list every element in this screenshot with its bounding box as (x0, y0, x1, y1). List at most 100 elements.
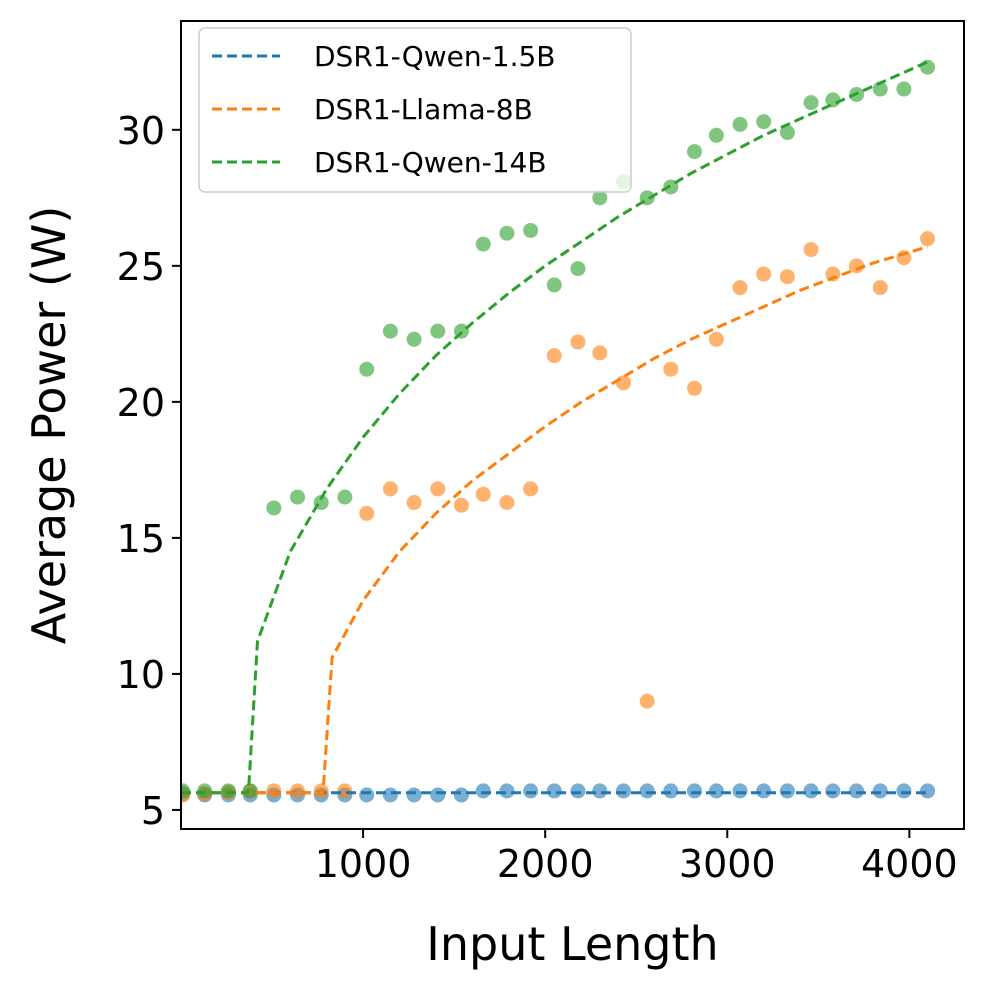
data-point-DSR1-Qwen-1.5B (499, 783, 515, 799)
data-point-DSR1-Qwen-1.5B (825, 783, 841, 799)
data-point-DSR1-Qwen-14B (430, 323, 446, 339)
x-tick-label: 2000 (497, 842, 594, 886)
data-point-DSR1-Qwen-14B (406, 331, 422, 347)
data-point-DSR1-Llama-8B (290, 783, 306, 799)
data-point-DSR1-Qwen-1.5B (639, 783, 655, 799)
data-point-DSR1-Llama-8B (359, 505, 375, 521)
axes-frame (180, 20, 965, 830)
fit-line-DSR1-Llama-8B (181, 245, 929, 795)
data-point-DSR1-Qwen-1.5B (475, 783, 491, 799)
data-point-DSR1-Qwen-1.5B (687, 783, 703, 799)
data-point-DSR1-Qwen-14B (290, 489, 306, 505)
data-point-DSR1-Qwen-14B (592, 190, 608, 206)
data-point-DSR1-Llama-8B (592, 345, 608, 361)
data-point-DSR1-Qwen-1.5B (592, 783, 608, 799)
data-point-DSR1-Qwen-1.5B (453, 787, 469, 803)
data-point-DSR1-Qwen-1.5B (523, 783, 539, 799)
data-point-DSR1-Qwen-1.5B (546, 783, 562, 799)
data-point-DSR1-Llama-8B (313, 783, 329, 799)
data-point-DSR1-Qwen-1.5B (779, 783, 795, 799)
data-point-DSR1-Llama-8B (732, 280, 748, 296)
data-point-DSR1-Llama-8B (663, 361, 679, 377)
data-point-DSR1-Qwen-1.5B (896, 783, 912, 799)
legend-entry-label: DSR1-Qwen-1.5B (314, 40, 556, 73)
data-point-DSR1-Qwen-1.5B (406, 787, 422, 803)
data-point-DSR1-Llama-8B (570, 334, 586, 350)
plot-area (181, 59, 936, 803)
axis-ticks: 1000 2000 3000 4000 5 10 15 20 25 30 (117, 109, 958, 886)
data-point-DSR1-Qwen-1.5B (872, 783, 888, 799)
data-point-DSR1-Qwen-14B (181, 783, 191, 799)
legend-entry-label: DSR1-Llama-8B (314, 93, 533, 126)
data-point-DSR1-Llama-8B (779, 269, 795, 285)
data-point-DSR1-Qwen-14B (756, 114, 772, 130)
data-point-DSR1-Qwen-1.5B (570, 783, 586, 799)
data-point-DSR1-Qwen-1.5B (803, 783, 819, 799)
legend-entry-label: DSR1-Qwen-14B (314, 146, 547, 179)
data-point-DSR1-Qwen-14B (337, 489, 353, 505)
data-point-DSR1-Llama-8B (523, 481, 539, 497)
data-point-DSR1-Qwen-14B (523, 222, 539, 238)
data-point-DSR1-Qwen-14B (220, 783, 236, 799)
data-point-DSR1-Llama-8B (687, 380, 703, 396)
legend: DSR1-Qwen-1.5B DSR1-Llama-8B DSR1-Qwen-14B (198, 27, 632, 193)
data-point-DSR1-Llama-8B (615, 375, 631, 391)
data-point-DSR1-Llama-8B (453, 497, 469, 513)
y-tick-label: 15 (117, 517, 165, 561)
data-point-DSR1-Qwen-14B (920, 59, 936, 75)
data-point-DSR1-Qwen-1.5B (849, 783, 865, 799)
data-point-DSR1-Qwen-1.5B (756, 783, 772, 799)
x-tick-label: 3000 (679, 842, 776, 886)
y-tick-label: 25 (117, 245, 165, 289)
data-point-DSR1-Llama-8B (546, 348, 562, 364)
data-point-DSR1-Qwen-14B (546, 277, 562, 293)
y-axis-label: Average Power (W) (22, 206, 76, 645)
data-point-DSR1-Llama-8B (849, 258, 865, 274)
series-group (181, 59, 936, 803)
x-tick-label: 1000 (315, 842, 412, 886)
data-point-DSR1-Qwen-14B (732, 116, 748, 132)
data-point-DSR1-Llama-8B (499, 495, 515, 511)
legend-frame (198, 27, 632, 193)
data-point-DSR1-Qwen-1.5B (920, 783, 936, 799)
data-point-DSR1-Qwen-1.5B (663, 783, 679, 799)
data-point-DSR1-Llama-8B (920, 231, 936, 247)
data-point-DSR1-Llama-8B (872, 280, 888, 296)
data-point-DSR1-Qwen-1.5B (708, 783, 724, 799)
data-point-DSR1-Llama-8B (382, 481, 398, 497)
data-point-DSR1-Qwen-14B (242, 783, 258, 799)
data-point-DSR1-Llama-8B (430, 481, 446, 497)
data-point-DSR1-Qwen-14B (687, 144, 703, 160)
data-point-DSR1-Llama-8B (406, 495, 422, 511)
y-tick-label: 20 (117, 381, 165, 425)
data-point-DSR1-Qwen-14B (779, 125, 795, 141)
data-point-DSR1-Qwen-1.5B (430, 787, 446, 803)
data-point-DSR1-Qwen-14B (708, 127, 724, 143)
y-tick-label: 30 (117, 109, 165, 153)
data-point-DSR1-Qwen-14B (570, 261, 586, 277)
data-point-DSR1-Qwen-14B (896, 81, 912, 97)
data-point-DSR1-Llama-8B (266, 783, 282, 799)
data-point-DSR1-Qwen-1.5B (615, 783, 631, 799)
y-tick-label: 10 (117, 653, 165, 697)
data-point-DSR1-Qwen-14B (266, 500, 282, 516)
data-point-DSR1-Qwen-14B (197, 783, 213, 799)
x-axis-label: Input Length (426, 917, 718, 971)
data-point-DSR1-Qwen-1.5B (382, 787, 398, 803)
data-point-DSR1-Llama-8B (475, 486, 491, 502)
data-point-DSR1-Llama-8B (803, 242, 819, 258)
data-point-DSR1-Qwen-14B (359, 361, 375, 377)
data-point-DSR1-Llama-8B (639, 693, 655, 709)
data-point-DSR1-Llama-8B (708, 331, 724, 347)
data-point-DSR1-Qwen-1.5B (732, 783, 748, 799)
data-point-DSR1-Qwen-14B (475, 236, 491, 252)
data-point-DSR1-Qwen-1.5B (359, 787, 375, 803)
data-point-DSR1-Qwen-14B (872, 81, 888, 97)
data-point-DSR1-Qwen-14B (803, 95, 819, 111)
fit-line-DSR1-Qwen-14B (181, 60, 929, 795)
x-tick-label: 4000 (861, 842, 958, 886)
data-point-DSR1-Qwen-14B (382, 323, 398, 339)
data-point-DSR1-Llama-8B (756, 266, 772, 282)
data-point-DSR1-Qwen-14B (499, 225, 515, 241)
